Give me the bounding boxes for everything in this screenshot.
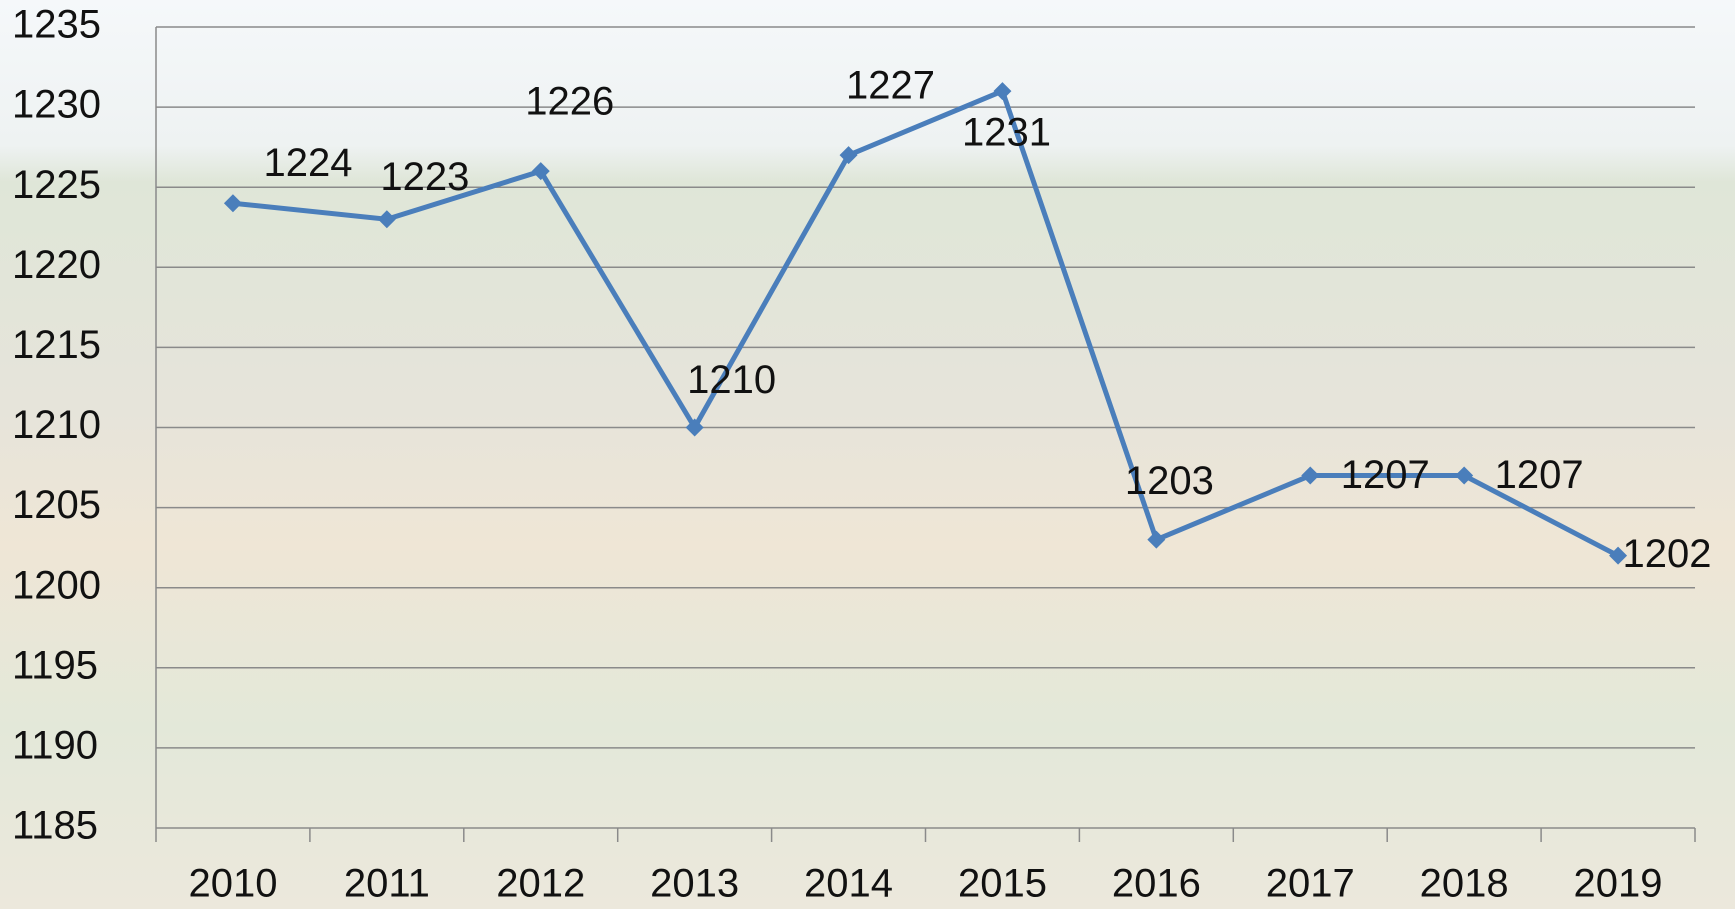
y-tick-label: 1185 [12,804,98,848]
data-label: 1226 [525,80,614,124]
y-tick-label: 1195 [12,643,98,687]
y-tick-label: 1200 [12,563,101,607]
x-tick-label: 2012 [496,862,585,906]
data-label: 1223 [380,155,469,199]
x-tick-label: 2011 [344,862,430,906]
x-tick-label: 2016 [1112,862,1201,906]
y-tick-label: 1235 [12,3,101,47]
data-label: 1203 [1125,459,1214,503]
y-tick-label: 1210 [12,403,101,447]
y-tick-label: 1205 [12,483,101,527]
x-tick-label: 2010 [188,862,277,906]
x-tick-label: 2014 [804,862,893,906]
chart: 1185 1190 1195 1200 1205 1210 1215 1220 1225 1230… [0,0,1735,909]
x-tick-label: 2017 [1266,862,1355,906]
x-tick-label: 2019 [1574,862,1663,906]
y-tick-label: 1220 [12,243,101,287]
y-tick-label: 1230 [12,83,101,127]
data-label: 1202 [1623,532,1712,576]
y-tick-label: 1190 [12,723,98,767]
background [0,0,1735,909]
data-label: 1207 [1341,453,1430,497]
x-tick-label: 2013 [650,862,739,906]
x-tick-label: 2015 [958,862,1047,906]
data-label: 1224 [263,141,352,185]
data-label: 1207 [1495,453,1584,497]
x-tick-label: 2018 [1420,862,1509,906]
y-tick-label: 1225 [12,163,101,207]
data-label: 1210 [687,358,776,402]
y-tick-label: 1215 [12,323,101,367]
data-label: 1231 [962,111,1051,155]
data-label: 1227 [846,64,935,108]
